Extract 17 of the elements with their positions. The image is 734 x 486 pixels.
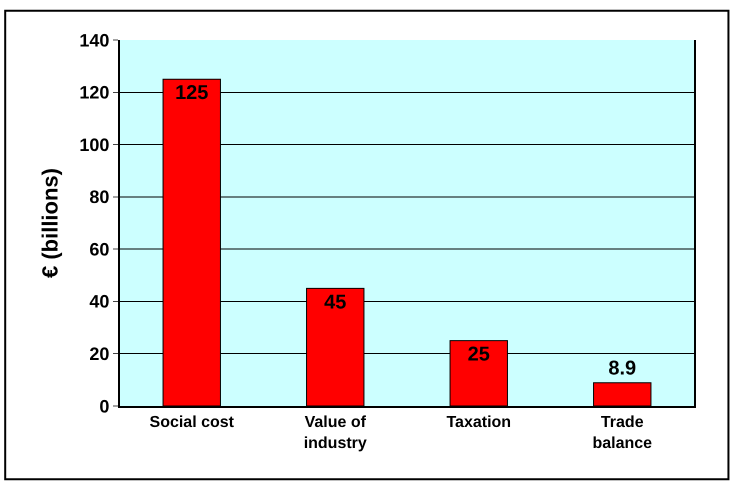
data-label: 8.9 [608, 358, 636, 380]
y-tick-label: 120 [79, 82, 110, 103]
y-tick-label: 100 [79, 134, 110, 155]
x-tick-label: Trade balance [592, 414, 652, 452]
y-tick-label: 140 [79, 30, 110, 50]
data-label: 45 [324, 291, 346, 314]
data-label: 25 [468, 344, 490, 366]
x-tick-label: Social cost [150, 414, 235, 432]
x-tick-label: Value of industry [304, 414, 367, 452]
y-tick-label: 0 [99, 396, 110, 416]
y-axis-title: € (billions) [38, 168, 63, 278]
y-tick-label: 60 [89, 239, 110, 260]
x-tick-label: Taxation [446, 414, 512, 432]
y-tick-label: 80 [89, 187, 110, 208]
y-tick-label: 40 [89, 292, 110, 312]
data-label: 125 [175, 82, 208, 104]
y-tick-label: 20 [89, 344, 110, 364]
